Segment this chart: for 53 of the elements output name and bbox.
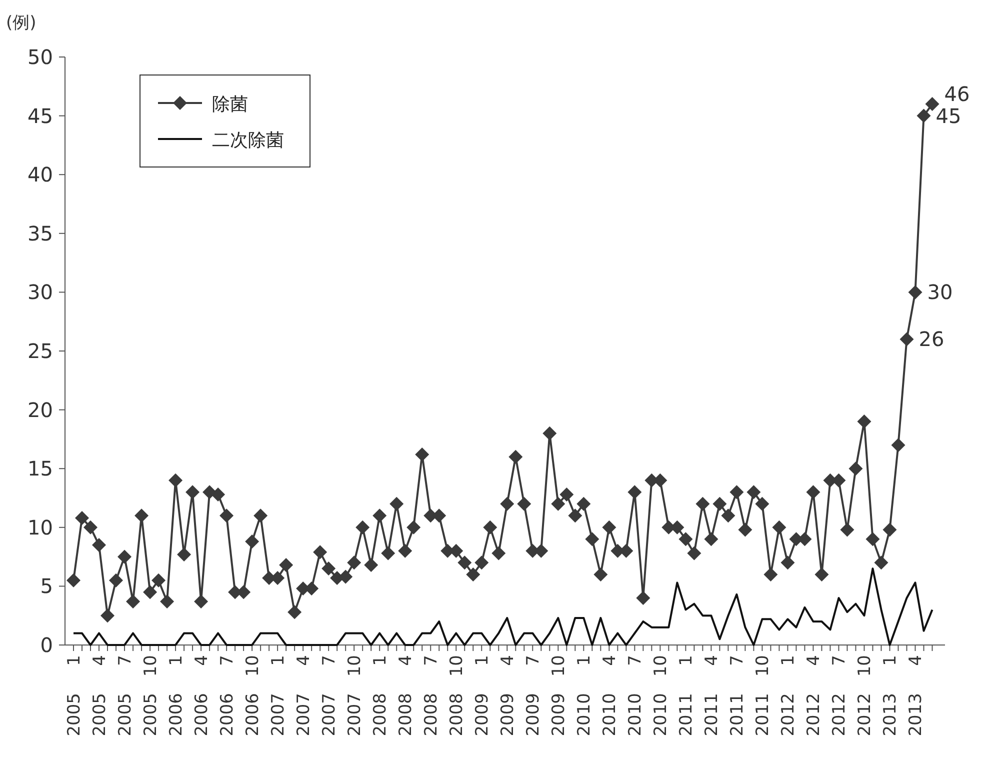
category-label: 7 2007 (320, 655, 340, 736)
legend-label: 除菌 (212, 94, 248, 115)
x-tick-label: 10 2005 (141, 655, 162, 736)
y-tick-label: 45 (28, 104, 53, 128)
category-label: 7 2006 (218, 655, 238, 736)
line-series (72, 568, 934, 646)
category-label: 4 2012 (804, 655, 824, 736)
y-tick-label: 0 (40, 633, 53, 657)
y-axis-title: (例) (6, 13, 36, 33)
y-tick-label: 40 (28, 162, 53, 187)
category-label: 1 2012 (778, 655, 799, 736)
category-label: 1 2013 (880, 655, 901, 736)
x-tick-label: 10 2006 (243, 655, 264, 736)
category-label: 7 2009 (524, 655, 544, 736)
category-label: 1 2011 (676, 655, 697, 736)
category-label: 4 2008 (396, 655, 416, 736)
data-label: 26 (918, 327, 944, 352)
y-tick-label: 15 (28, 456, 53, 481)
category-label: 1 2009 (472, 655, 493, 736)
category-label: 1 2008 (370, 655, 391, 736)
x-tick-label: 10 2010 (651, 655, 672, 736)
y-tick-label: 5 (40, 574, 53, 598)
category-label: 4 2013 (906, 655, 926, 736)
category-label: 1 2005 (64, 655, 84, 736)
legend-label: 二次除菌 (212, 130, 284, 151)
category-label: 4 2010 (600, 655, 620, 736)
data-label: 46 (944, 82, 970, 106)
category-label: 1 2010 (574, 655, 595, 736)
y-tick-label: 30 (28, 280, 53, 304)
category-label: 1 2006 (166, 655, 187, 736)
x-tick-label: 10 2012 (855, 655, 876, 736)
category-label: 7 2012 (830, 655, 850, 736)
data-label: 30 (927, 280, 953, 304)
data-label: 45 (936, 104, 962, 128)
category-label: 4 2011 (702, 655, 722, 736)
category-label: 7 2008 (422, 655, 442, 736)
y-tick-label: 25 (28, 339, 53, 363)
category-label: 7 2005 (116, 655, 136, 736)
x-tick-label: 10 2011 (753, 655, 774, 736)
x-tick-label: 10 2007 (345, 655, 366, 736)
category-label: 7 2010 (626, 655, 646, 736)
x-tick-label: 10 2009 (549, 655, 570, 736)
y-tick-label: 35 (28, 221, 53, 246)
x-tick-label: 10 2008 (447, 655, 468, 736)
y-tick-label: 20 (28, 398, 53, 422)
y-tick-label: 10 (28, 515, 53, 540)
category-label: 4 2007 (294, 655, 314, 736)
y-tick-label: 50 (28, 45, 53, 69)
category-label: 4 2009 (498, 655, 518, 736)
category-label: 4 2006 (192, 655, 212, 736)
category-label: 1 2007 (268, 655, 289, 736)
category-label: 7 2011 (728, 655, 748, 736)
category-label: 4 2005 (90, 655, 110, 736)
